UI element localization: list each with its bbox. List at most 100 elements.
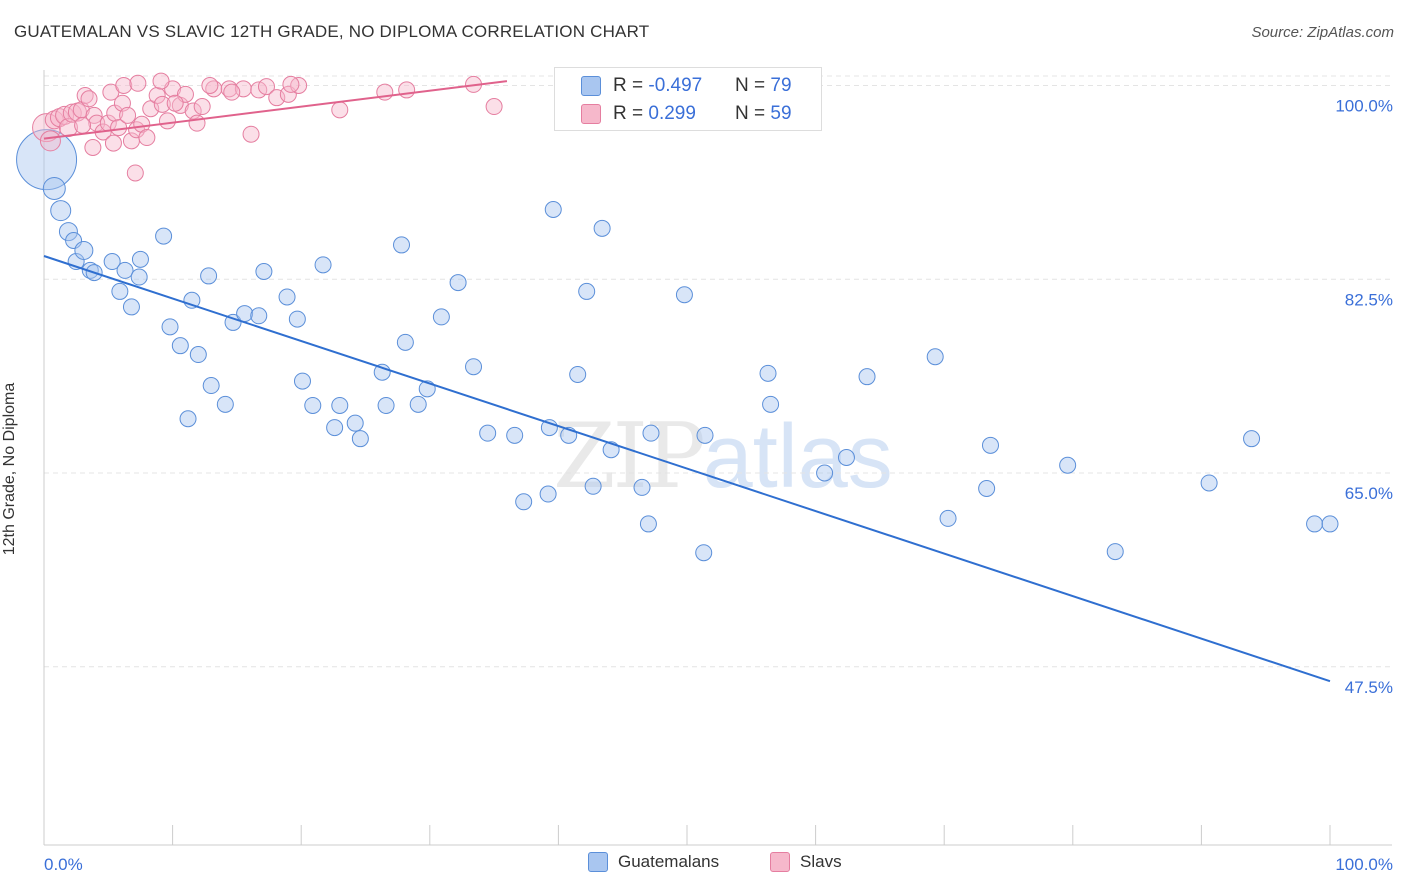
stats-swatch-pink xyxy=(581,104,601,124)
watermark-zip: ZIP xyxy=(553,404,706,509)
guatemalan-point xyxy=(161,318,179,336)
guatemalan-point xyxy=(171,337,189,355)
legend-item-guatemalans[interactable]: Guatemalans xyxy=(588,852,719,872)
slav-point xyxy=(242,125,260,143)
slav-point xyxy=(119,106,137,124)
grid-layer xyxy=(44,75,1392,668)
slav-point xyxy=(152,72,170,90)
stats-r: R = -0.497 xyxy=(613,75,703,96)
guatemalan-point xyxy=(762,395,780,413)
guatemalan-point xyxy=(1306,515,1324,533)
guatemalan-point xyxy=(981,436,999,454)
stats-box: R = -0.497 N = 79 R = 0.299 N = 59 xyxy=(554,67,822,131)
slav-point xyxy=(39,130,61,152)
guatemalan-point xyxy=(16,129,78,191)
guatemalan-point xyxy=(465,358,483,376)
guatemalan-point xyxy=(642,424,660,442)
guatemalan-point xyxy=(1200,474,1218,492)
slav-point xyxy=(223,83,241,101)
guatemalan-point xyxy=(116,261,134,279)
guatemalan-point xyxy=(331,396,349,414)
guatemalan-point xyxy=(293,372,311,390)
guatemalan-point xyxy=(1243,430,1261,448)
legend-label: Slavs xyxy=(800,852,842,871)
guatemalan-point xyxy=(326,419,344,437)
legend-swatch-blue xyxy=(588,852,608,872)
guatemalan-point xyxy=(393,236,411,254)
guatemalan-point xyxy=(1059,456,1077,474)
guatemalan-point xyxy=(696,426,714,444)
slav-point xyxy=(126,164,144,182)
slav-point xyxy=(485,98,503,116)
slav-point xyxy=(257,78,275,96)
x-tick-label-max: 100.0% xyxy=(1335,855,1393,874)
guatemalan-point xyxy=(304,396,322,414)
guatemalan-point xyxy=(111,282,129,300)
guatemalan-point xyxy=(179,410,197,428)
guatemalan-point xyxy=(539,485,557,503)
guatemalan-point xyxy=(506,426,524,444)
y-tick-label: 100.0% xyxy=(1335,97,1393,116)
guatemalan-point xyxy=(569,365,587,383)
guatemalan-point xyxy=(224,313,242,331)
stats-n: N = 59 xyxy=(735,103,792,124)
guatemalan-point xyxy=(837,449,855,466)
slav-point xyxy=(331,101,349,119)
guatemalan-point xyxy=(396,333,414,351)
y-tick-label: 65.0% xyxy=(1345,484,1393,503)
slav-point xyxy=(129,74,147,92)
guatemalan-point xyxy=(346,414,364,432)
guatemalan-point xyxy=(409,395,427,413)
guatemalan-point xyxy=(131,250,149,268)
legend-item-slavs[interactable]: Slavs xyxy=(770,852,842,872)
guatemalan-point xyxy=(155,227,173,245)
guatemalan-point xyxy=(58,222,78,242)
slav-point xyxy=(138,129,156,147)
guatemalan-point xyxy=(544,201,562,218)
guatemalan-point xyxy=(314,256,332,274)
axis-layer xyxy=(43,70,1392,846)
guatemalan-point xyxy=(759,364,777,382)
source-label: Source: ZipAtlas.com xyxy=(1251,24,1394,41)
guatemalan-point xyxy=(939,509,957,527)
guatemalan-point xyxy=(74,240,94,260)
guatemalan-point xyxy=(675,286,693,304)
guatemalan-point xyxy=(189,346,207,364)
guatemalan-point xyxy=(1321,515,1339,533)
stats-n: N = 79 xyxy=(735,75,792,96)
guatemalan-point xyxy=(236,305,254,323)
slav-point xyxy=(193,98,211,116)
guatemalan-point xyxy=(377,396,395,414)
guatemalan-point xyxy=(255,263,273,280)
slav-point xyxy=(84,139,102,156)
slav-point xyxy=(220,80,238,98)
slav-point xyxy=(55,105,75,125)
legend: Guatemalans Slavs xyxy=(0,852,1406,878)
guatemalan-point xyxy=(1106,543,1124,561)
legend-label: Guatemalans xyxy=(618,852,720,871)
stats-r: R = 0.299 xyxy=(613,103,696,124)
slav-point xyxy=(201,77,219,94)
slav-trend-line xyxy=(43,80,508,140)
guatemalan-point xyxy=(250,307,268,325)
slav-point xyxy=(148,86,166,104)
slav-point xyxy=(104,134,122,152)
guatemalan-point xyxy=(593,219,611,237)
guatemalan-point xyxy=(351,430,369,448)
guatemalan-point xyxy=(479,424,497,442)
legend-swatch-pink xyxy=(770,852,790,872)
guatemalan-point xyxy=(858,368,876,386)
guatemalan-point xyxy=(639,515,657,533)
slav-point xyxy=(153,95,171,113)
guatemalan-point xyxy=(584,477,602,495)
guatemalan-trend-line xyxy=(43,255,1331,683)
slav-point xyxy=(133,115,151,133)
tick-label-layer: 100.0% 82.5% 65.0% 47.5% 0.0% 100.0% xyxy=(44,97,1393,875)
slav-point xyxy=(80,90,98,108)
guatemalan-point xyxy=(926,348,944,366)
watermark: ZIPatlas xyxy=(553,404,893,509)
trend-layer xyxy=(43,80,1331,683)
guatemalan-point xyxy=(816,464,834,482)
slav-point xyxy=(158,112,176,130)
